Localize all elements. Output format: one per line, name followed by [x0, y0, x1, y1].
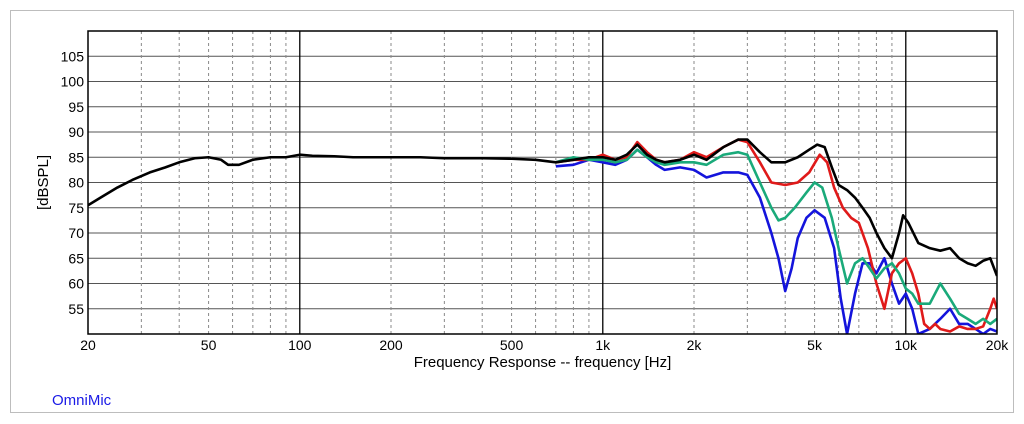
y-tick-label: 60 — [68, 276, 84, 292]
y-tick-label: 80 — [68, 175, 84, 191]
x-tick-label: 100 — [288, 337, 312, 353]
x-tick-label: 20k — [986, 337, 1010, 353]
chart-frame: 55 60 65 70 75 80 85 90 95 100 105 20 50 100 200 500 1k 2… — [10, 10, 1014, 413]
series-line-1 — [555, 148, 997, 334]
y-tick-label: 100 — [61, 74, 85, 90]
y-axis-label: [dBSPL] — [35, 155, 52, 210]
brand-label: OmniMic — [52, 392, 112, 409]
y-tick-label: 75 — [68, 200, 84, 216]
plot-border — [87, 30, 998, 335]
x-tick-label: 10k — [894, 337, 918, 353]
y-tick-label: 85 — [68, 149, 84, 165]
x-axis-label: Frequency Response -- frequency [Hz] — [414, 354, 672, 371]
y-tick-label: 70 — [68, 225, 84, 241]
curves — [88, 138, 997, 334]
x-tick-label: 1k — [595, 337, 611, 353]
y-tick-label: 90 — [68, 124, 84, 140]
series-line-4 — [88, 138, 997, 277]
x-tick-label: 2k — [687, 337, 703, 353]
y-tick-label: 95 — [68, 99, 84, 115]
grid — [88, 31, 997, 334]
frequency-response-chart: 55 60 65 70 75 80 85 90 95 100 105 20 50 100 200 500 1k 2… — [35, 30, 1010, 371]
tick-labels: 55 60 65 70 75 80 85 90 95 100 105 20 50 100 200 500 1k 2… — [61, 48, 1010, 353]
y-tick-label: 55 — [68, 301, 84, 317]
x-tick-label: 200 — [379, 337, 403, 353]
y-tick-label: 105 — [61, 48, 85, 64]
x-tick-label: 500 — [500, 337, 524, 353]
x-tick-label: 50 — [201, 337, 217, 353]
series-line-3 — [555, 148, 997, 326]
y-tick-label: 65 — [68, 250, 84, 266]
x-tick-label: 20 — [80, 337, 96, 353]
x-tick-label: 5k — [807, 337, 823, 353]
